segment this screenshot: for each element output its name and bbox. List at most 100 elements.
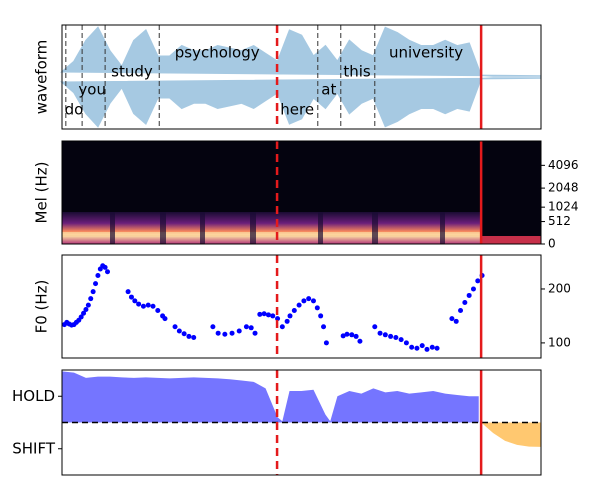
f0-point [125, 289, 131, 295]
panel-frame [61, 369, 542, 476]
f0-point [462, 299, 468, 305]
spectrogram-gap [160, 212, 166, 244]
f0-point [145, 302, 151, 308]
f0-point [424, 346, 430, 352]
f0-point [155, 308, 161, 314]
y-tick-label: 0 [548, 237, 556, 251]
spectrogram-gap [250, 212, 256, 244]
f0-point [95, 272, 101, 278]
y-tick-label: 200 [548, 281, 571, 295]
word-label: university [389, 44, 463, 62]
panel-frame [61, 254, 542, 359]
f0-point [78, 314, 84, 320]
f0-point [136, 301, 142, 307]
spectrogram-band [481, 236, 541, 244]
f0-point [90, 289, 96, 295]
f0-point [81, 310, 87, 316]
spectrogram-gap [200, 212, 205, 244]
f0-point [150, 303, 156, 309]
word-label: this [343, 62, 371, 80]
f0-point [93, 281, 99, 287]
f0-point [372, 324, 378, 330]
f0-point [349, 332, 355, 338]
f0-point [181, 331, 187, 337]
f0-point [419, 343, 425, 349]
area [62, 371, 479, 423]
f0-point [186, 333, 192, 339]
f0-point [403, 340, 409, 346]
f0-point [409, 344, 415, 350]
f0-point [398, 337, 404, 343]
f0-point [475, 278, 481, 284]
spectrogram-gap [372, 212, 378, 244]
f0-point [261, 311, 267, 317]
spectrogram-gap [440, 212, 445, 244]
f0-point [353, 333, 359, 339]
f0-point [248, 325, 254, 331]
f0-point [310, 298, 316, 304]
f0-point [279, 324, 285, 330]
word-label: at [321, 81, 336, 99]
f0-point [210, 324, 216, 330]
f0-point [318, 313, 324, 319]
f0-point [306, 296, 312, 302]
f0-point [85, 302, 91, 308]
f0-point [176, 328, 182, 334]
f0-point [243, 324, 249, 330]
f0-point [191, 335, 197, 341]
f0-point [296, 302, 302, 308]
f0-point [393, 335, 399, 341]
f0-point [458, 308, 464, 314]
f0-point [275, 316, 281, 322]
word-label: here [280, 100, 314, 118]
panel: F0 (Hz) 100 200 [33, 254, 571, 359]
y-axis-label: Mel (Hz) [33, 162, 51, 224]
f0-point [105, 269, 111, 275]
y-tick-label: SHIFT [12, 439, 56, 457]
f0-point [340, 333, 346, 339]
y-tick-label: 2048 [548, 181, 579, 195]
f0-point [377, 330, 383, 336]
f0-point [140, 303, 146, 309]
word-label: you [78, 81, 106, 99]
y-tick-label: HOLD [12, 387, 55, 405]
spectrogram-gap [110, 212, 115, 244]
spectrogram-gap [318, 212, 323, 244]
f0-point [357, 338, 363, 344]
f0-point [215, 330, 221, 336]
y-tick-label: 512 [548, 214, 571, 228]
f0-point [470, 286, 476, 292]
y-axis-label: F0 (Hz) [33, 280, 51, 334]
f0-point [222, 331, 228, 337]
f0-point [132, 298, 138, 304]
f0-point [429, 344, 435, 350]
panel-frame [61, 140, 542, 245]
f0-point [102, 264, 108, 270]
spectrogram-image [62, 212, 541, 244]
area [481, 422, 541, 447]
f0-point [291, 308, 297, 314]
f0-point [382, 332, 388, 338]
f0-point [449, 316, 455, 322]
y-tick-label: 4096 [548, 158, 579, 172]
f0-point [162, 316, 168, 322]
f0-point [128, 294, 134, 300]
f0-point [301, 298, 307, 304]
f0-point [172, 324, 178, 330]
f0-point [83, 306, 89, 312]
f0-point [284, 318, 290, 324]
f0-point [414, 345, 420, 351]
f0-point [265, 312, 271, 318]
f0-point [321, 324, 327, 330]
f0-point [344, 331, 350, 337]
f0-point [388, 333, 394, 339]
word-label: do [65, 100, 84, 118]
y-tick-label: 100 [548, 335, 571, 349]
f0-point [229, 330, 235, 336]
f0-point [257, 311, 263, 317]
word-label: study [111, 62, 153, 80]
f0-point [287, 313, 293, 319]
f0-point [314, 305, 320, 311]
